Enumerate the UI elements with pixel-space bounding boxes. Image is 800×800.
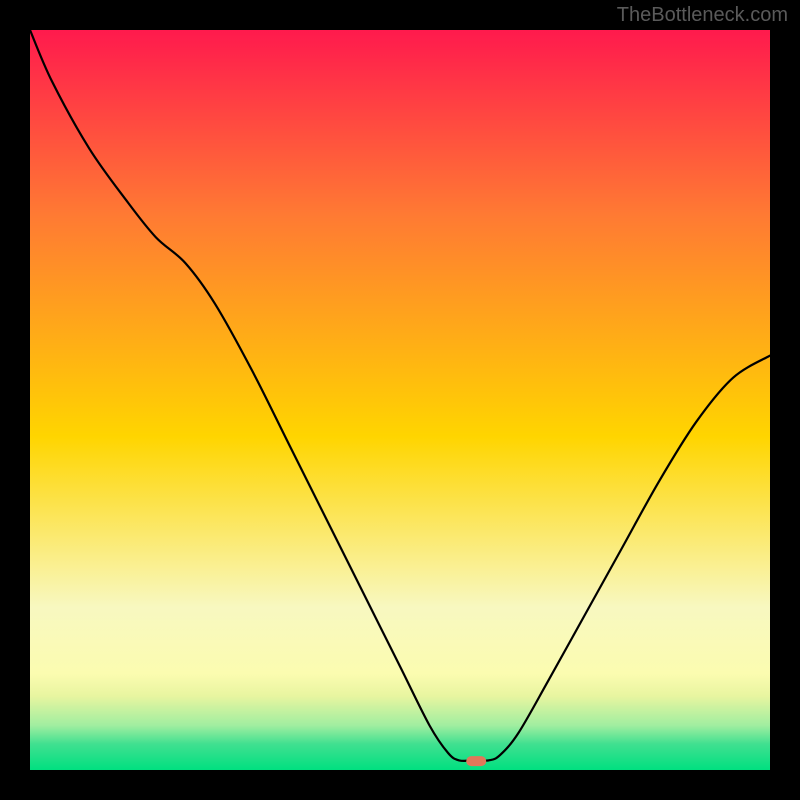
chart-svg	[30, 30, 770, 770]
optimal-marker	[466, 756, 486, 766]
watermark-text: TheBottleneck.com	[617, 4, 788, 27]
bottleneck-chart	[30, 30, 770, 770]
chart-background	[30, 30, 770, 770]
